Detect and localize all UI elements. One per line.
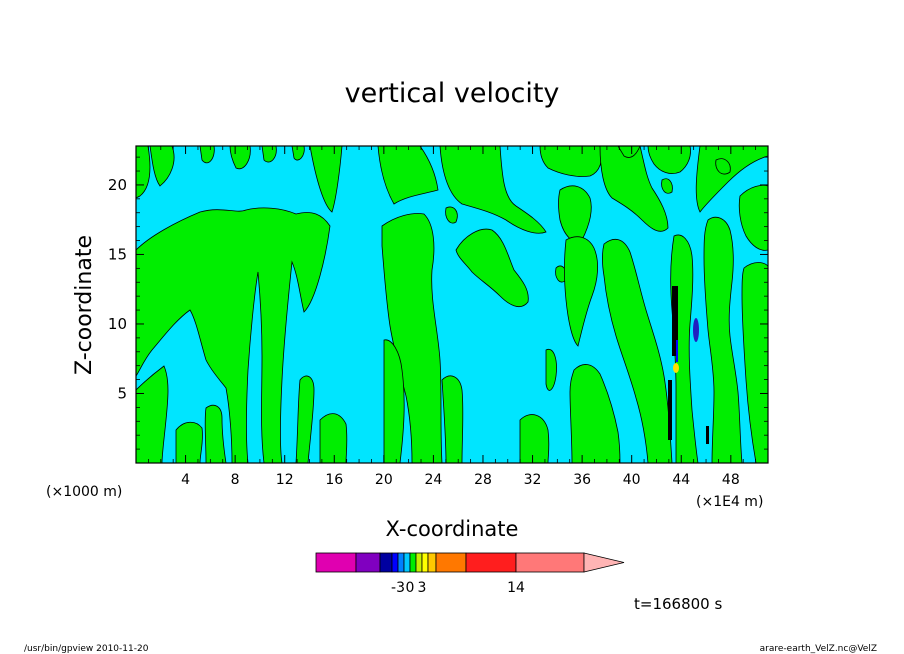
- colorbar-segment: [379, 552, 393, 573]
- colorbar-segment: [397, 552, 405, 573]
- time-label: t=166800 s: [634, 595, 722, 613]
- y-axis-label: Z-coordinate: [72, 235, 97, 375]
- y-tick-label: 5: [117, 384, 127, 402]
- colorbar-extension-triangle: [583, 552, 625, 573]
- x-tick-label: 8: [231, 472, 240, 488]
- colorbar-tick-label: 0: [406, 580, 415, 596]
- strong-velocity-cells: [668, 286, 709, 444]
- colorbar-segment: [465, 552, 517, 573]
- y-axis-scale-label: (×1000 m): [46, 484, 122, 500]
- colorbar-segment: [427, 552, 437, 573]
- x-tick-label: 36: [573, 472, 591, 488]
- colorbar-segment: [391, 552, 399, 573]
- y-tick-label: 10: [108, 315, 127, 333]
- x-axis-scale-label: (×1E4 m): [696, 494, 763, 510]
- colorbar-segment: [315, 552, 357, 573]
- colorbar-segment: [515, 552, 585, 573]
- x-tick-label: 44: [672, 472, 690, 488]
- colorbar-labels: -3 0 3 14: [391, 580, 525, 596]
- x-tick-label: 12: [276, 472, 294, 488]
- y-tick-label: 20: [108, 176, 127, 194]
- y-axis-ticks: 5 10 15 20: [108, 156, 768, 450]
- x-tick-label: 16: [325, 472, 343, 488]
- y-tick-label: 15: [108, 245, 127, 263]
- colorbar-segment: [409, 552, 417, 573]
- colorbar-segment: [355, 552, 381, 573]
- colorbar-tick-label: 14: [507, 580, 525, 596]
- x-tick-label: 4: [181, 472, 190, 488]
- x-axis-label: X-coordinate: [386, 517, 519, 541]
- x-axis-ticks: 4 8 12 16 20 24 28 32 36 40 44 48: [147, 146, 757, 488]
- footer-left: /usr/bin/gpview 2010-11-20: [24, 644, 149, 654]
- chart-title: vertical velocity: [345, 78, 560, 109]
- footer-right: arare-earth_VelZ.nc@VelZ: [760, 644, 877, 654]
- x-tick-label: 32: [524, 472, 542, 488]
- colorbar-tick-label: 3: [418, 580, 427, 596]
- x-tick-label: 40: [623, 472, 641, 488]
- x-tick-label: 24: [424, 472, 442, 488]
- colorbar-segment: [435, 552, 467, 573]
- colorbar-segment: [415, 552, 423, 573]
- colorbar-tick-label: -3: [391, 580, 405, 596]
- x-tick-label: 48: [722, 472, 740, 488]
- x-tick-label: 20: [375, 472, 393, 488]
- plot-area: [136, 146, 768, 463]
- x-tick-label: 28: [474, 472, 492, 488]
- colorbar-segment: [403, 552, 411, 573]
- colorbar-segment: [421, 552, 429, 573]
- positive-velocity-regions: [136, 146, 768, 463]
- plot-frame: [135, 145, 769, 464]
- colorbar: [315, 552, 625, 573]
